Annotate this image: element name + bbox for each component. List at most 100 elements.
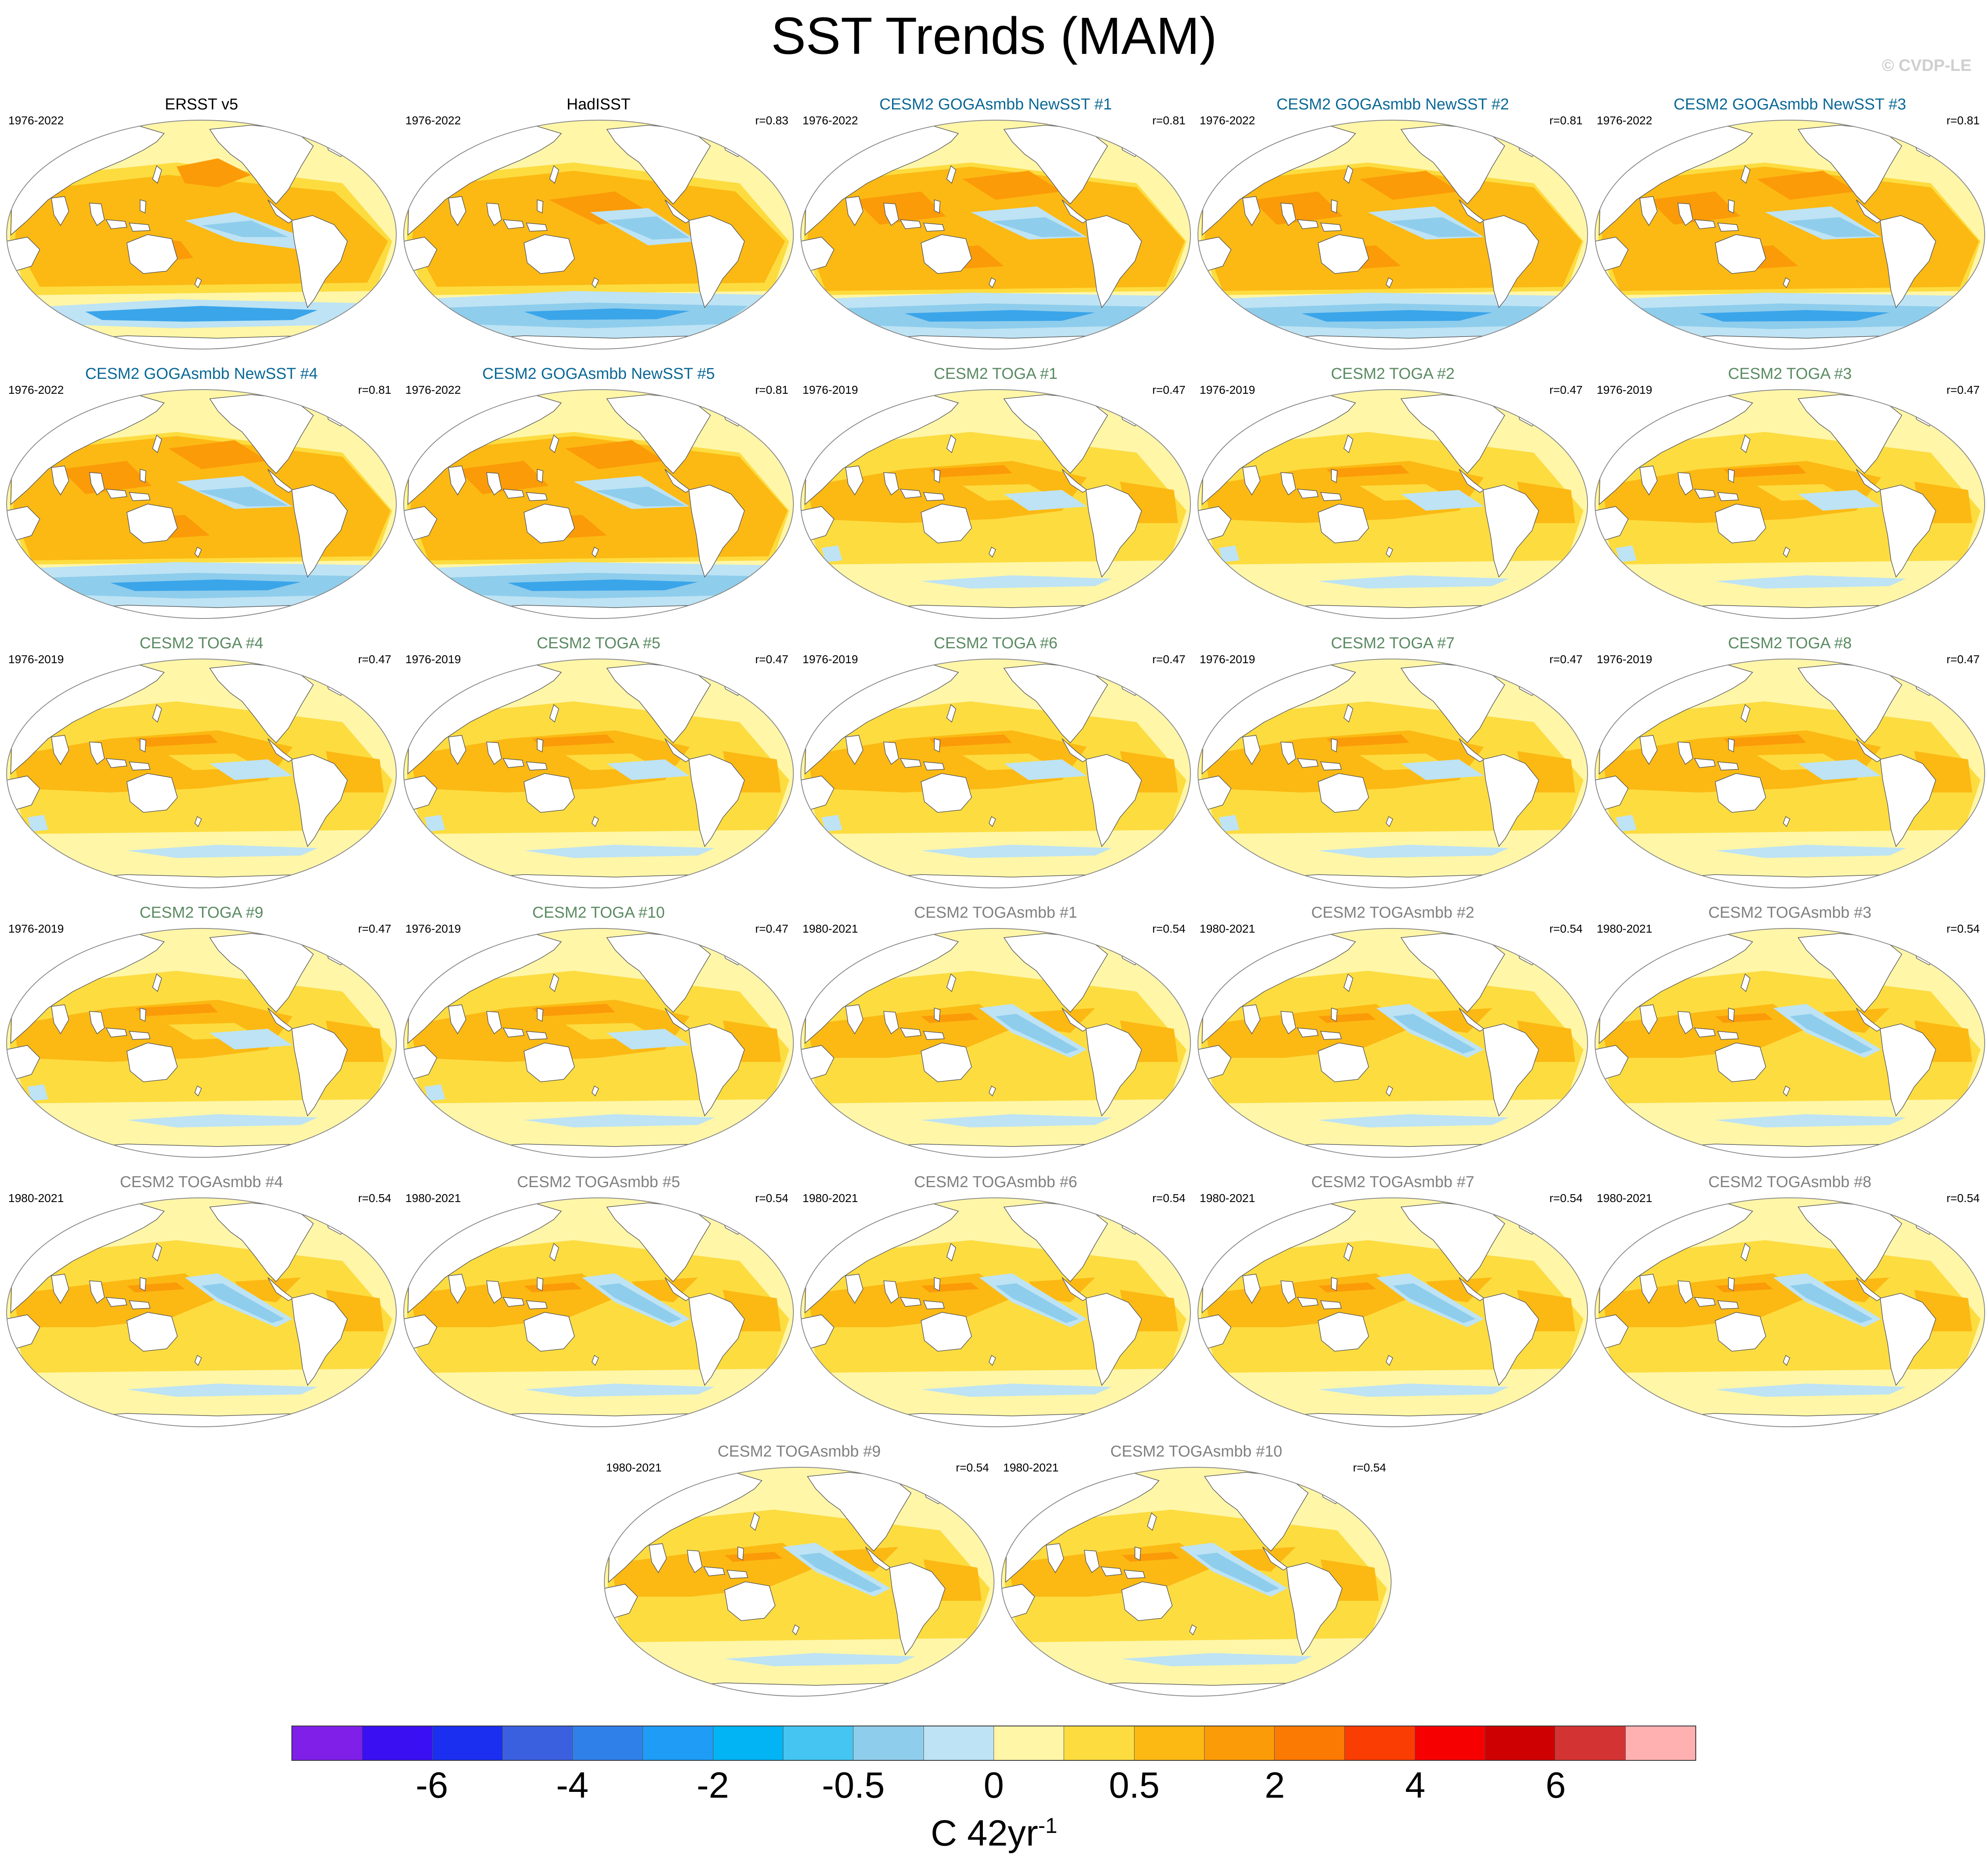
land-mass [689,754,745,847]
land-mass [845,1004,863,1035]
panel-title: CESM2 TOGAsmbb #7 [1311,1173,1474,1191]
panel-title: ERSST v5 [165,96,238,113]
map-panel: CESM2 TOGA #2 1976-2019 r=0.47 [1194,365,1592,622]
colorbar-swatch [783,1726,853,1760]
land-mass [792,1624,800,1636]
land-mass [1741,704,1750,723]
land-mass [1728,738,1735,753]
land-mass [524,504,575,543]
land-mass [1639,196,1658,226]
land-mass [152,434,162,453]
trend-contour-cool-light [921,1114,1112,1127]
map-svg [403,928,794,1158]
land-mass [152,973,162,992]
map-border [800,1197,1191,1427]
robinson-map [400,386,798,622]
robinson-map [1591,1195,1988,1430]
land-mass [845,196,863,226]
map-panel: CESM2 TOGA #1 1976-2019 r=0.47 [797,365,1195,622]
land-mass [1318,1312,1369,1352]
land-mass [1717,223,1739,232]
land-mass [1386,546,1393,558]
land-mass [1678,742,1693,765]
colorbar-tick-label: 0 [984,1765,1004,1806]
land-mass [1678,1011,1693,1035]
map-svg [1594,659,1986,888]
land-mass [1783,1355,1790,1366]
land-mass [105,1297,127,1307]
trend-contour-cool-light [1715,1384,1906,1397]
land-mass [1062,469,1088,493]
land-mass [1286,1562,1343,1656]
cvdp-watermark: © CVDP-LE [1881,56,1971,75]
panel-period: 1976-2022 [802,114,858,127]
land-mass [1242,196,1261,226]
panel-period: 1980-2021 [1003,1461,1059,1474]
land-mass [1483,1293,1539,1386]
land-mass [1280,742,1296,765]
map-panel: CESM2 TOGAsmbb #2 1980-2021 r=0.54 [1194,904,1592,1161]
panel-title: CESM2 TOGA #5 [536,635,661,652]
map-svg [6,659,397,888]
map-svg [1001,1467,1392,1697]
trend-contour-warm-strong [135,1004,218,1016]
panel-title: CESM2 TOGAsmbb #3 [1708,904,1872,921]
land-mass [194,277,202,288]
panel-correlation: r=0.54 [1549,1192,1583,1205]
map-panel: CESM2 TOGAsmbb #4 1980-2021 r=0.54 [2,1173,400,1430]
land-mass [267,1008,293,1032]
colorbar-swatch [502,1726,573,1760]
panel-correlation: r=0.54 [755,1192,788,1205]
land-mass [934,199,941,214]
land-mass [592,816,599,827]
map-svg [6,120,397,349]
land-mass [549,434,559,453]
trend-contour-cool-mid [996,1283,1079,1323]
panel-correlation: r=0.47 [1946,383,1980,396]
land-mass [1728,1277,1735,1292]
land-mass [1639,465,1658,496]
map-border [1197,659,1588,888]
land-mass [703,1566,725,1576]
land-mass [1331,1277,1338,1292]
land-mass [1343,165,1353,184]
land-mass [845,1274,863,1304]
panel-title: CESM2 TOGA #6 [933,635,1058,652]
land-mass [89,1011,105,1035]
land-mass [1318,504,1369,543]
panel-correlation: r=0.81 [1946,114,1980,127]
land-mass [1297,758,1319,768]
land-mass [486,1280,502,1304]
land-mass [194,1085,202,1097]
map-border [1594,659,1986,888]
trend-contour-cool-light [524,845,715,858]
land-mass [267,469,293,493]
land-mass [1741,434,1750,453]
trend-contour-warm-light [1598,971,1981,1103]
colorbar-tick-label: 4 [1405,1765,1426,1806]
map-svg [403,659,794,888]
land-mass [105,1028,127,1037]
land-mass [989,816,996,827]
land-mass [1880,215,1936,308]
trend-contour-warm-strong [1649,191,1740,225]
land-mass [126,234,178,274]
land-mass [883,203,899,226]
land-mass [51,1274,69,1304]
colorbar-swatch [853,1726,924,1760]
land-mass [524,1042,575,1082]
land-mass [1062,199,1088,223]
robinson-map [2,1195,400,1430]
land-mass [526,1300,548,1309]
panel-correlation: r=0.81 [358,383,391,396]
colorbar-tick-label: 2 [1264,1765,1285,1806]
map-svg [403,120,794,349]
map-panel: CESM2 TOGAsmbb #5 1980-2021 r=0.54 [400,1173,798,1430]
land-mass [1694,758,1716,768]
panel-correlation: r=0.47 [1549,383,1583,396]
trend-contour-cool-light [127,845,318,858]
land-mass [140,469,146,483]
land-mass [1717,492,1739,501]
colorbar-swatch [923,1726,994,1760]
map-panel: CESM2 TOGA #3 1976-2019 r=0.47 [1591,365,1988,622]
